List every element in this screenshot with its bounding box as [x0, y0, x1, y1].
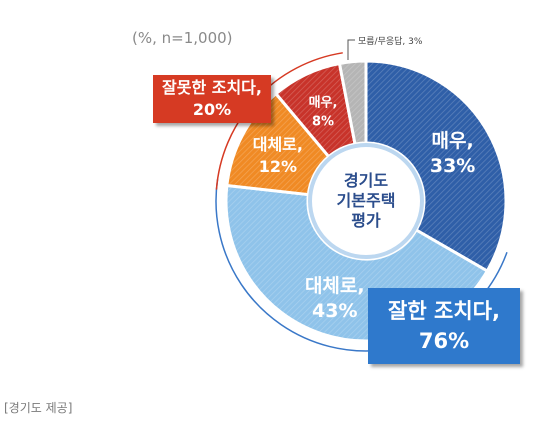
center-label-line1: 경기도	[344, 171, 388, 190]
slice-0-name: 매우,	[432, 130, 474, 152]
unknown-callout-value: 3%	[408, 37, 423, 47]
slice-3-hatch	[276, 63, 356, 157]
unknown-callout-name: 모름/무응답,	[358, 37, 406, 47]
source-caption: [경기도 제공]	[4, 401, 73, 415]
slice-3-value: 8%	[312, 115, 334, 130]
negative-summary-box: 잘못한 조치다, 20%	[153, 75, 271, 123]
slice-3-name: 매우,	[309, 96, 338, 111]
slice-1-value: 43%	[312, 300, 357, 322]
positive-summary-box: 잘한 조치다, 76%	[368, 288, 520, 364]
negative-summary-value: 20%	[192, 100, 232, 119]
unknown-leader-line	[347, 39, 355, 60]
positive-summary-value: 76%	[418, 329, 470, 353]
slice-0-hatch	[366, 61, 506, 271]
donut-hole	[308, 143, 424, 259]
slice-2-name: 대체로,	[253, 135, 303, 154]
unknown-callout: 모름/무응답, 3%	[358, 34, 422, 47]
slice-2-hatch	[226, 93, 329, 195]
center-label-line3: 평가	[351, 211, 381, 230]
negative-summary-label: 잘못한 조치다,	[162, 78, 262, 97]
center-label-line2: 기본주택	[337, 191, 396, 210]
sample-note: (%, n=1,000)	[132, 29, 233, 47]
slice-1-name: 대체로,	[305, 275, 365, 297]
slice-2-value: 12%	[259, 157, 297, 176]
slice-0-value: 33%	[430, 155, 475, 177]
slice-4-hatch	[339, 61, 366, 145]
positive-summary-label: 잘한 조치다,	[388, 299, 500, 323]
